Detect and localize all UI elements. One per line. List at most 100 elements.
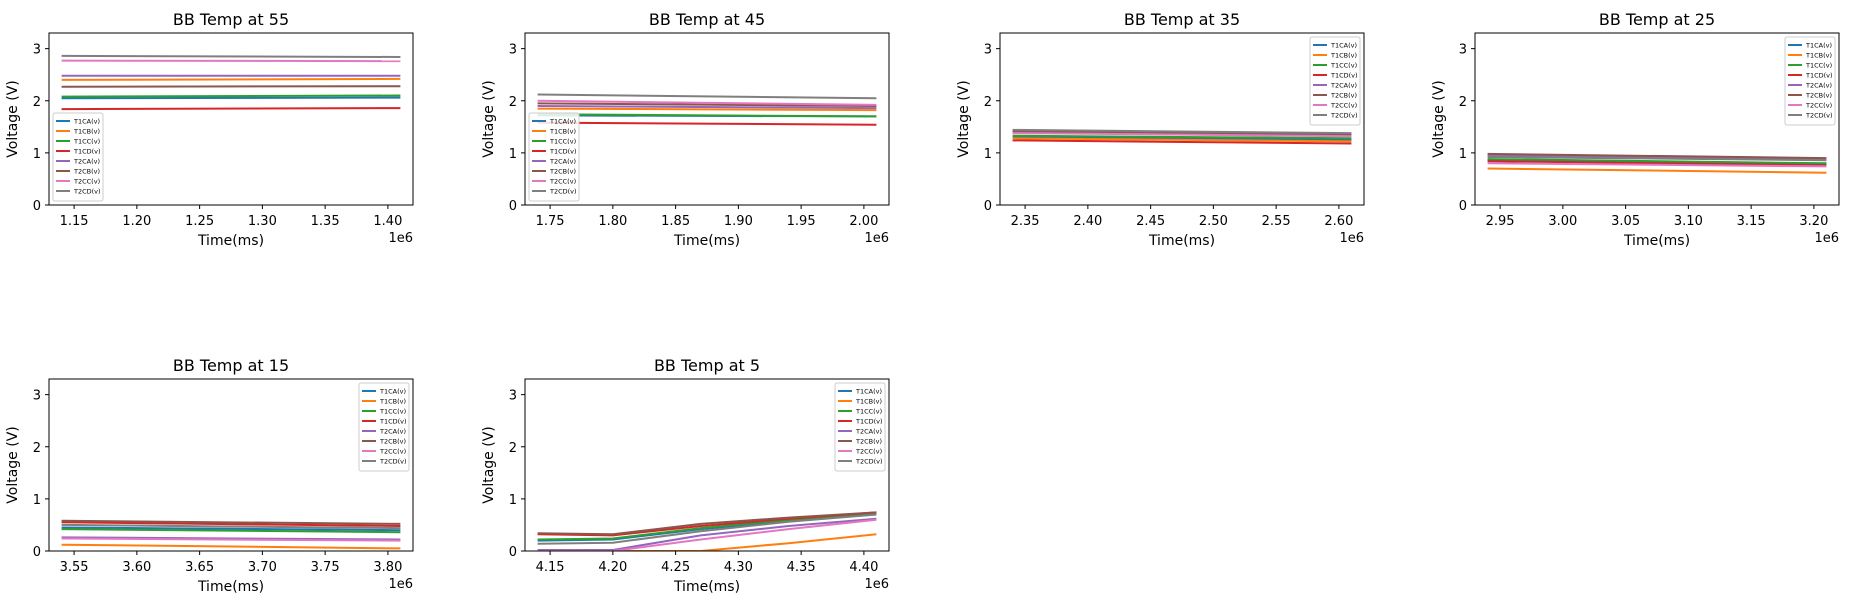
y-axis-label: Voltage (V) xyxy=(956,80,972,157)
legend-label: T2CC(v) xyxy=(73,178,100,186)
legend-label: T1CD(v) xyxy=(549,148,577,156)
legend-label: T1CC(v) xyxy=(1330,62,1357,70)
x-tick-label: 4.20 xyxy=(598,560,627,575)
plot-frame xyxy=(49,33,413,205)
legend-label: T1CB(v) xyxy=(73,128,100,136)
legend-label: T2CB(v) xyxy=(855,438,882,446)
legend-label: T2CB(v) xyxy=(549,168,576,176)
x-axis-label: Time(ms) xyxy=(1623,233,1690,249)
x-tick-label: 2.45 xyxy=(1136,214,1165,229)
legend-label: T2CD(v) xyxy=(549,188,577,196)
chart-title: BB Temp at 55 xyxy=(173,10,289,29)
legend-label: T1CC(v) xyxy=(549,138,576,146)
y-tick-label: 0 xyxy=(33,545,41,560)
x-tick-label: 2.00 xyxy=(849,214,878,229)
series-line-t2cdv xyxy=(538,95,877,99)
series-line-t2cdv xyxy=(62,56,401,57)
y-tick-label: 2 xyxy=(509,441,517,456)
series-line-t1cbv xyxy=(1488,169,1827,173)
y-tick-label: 3 xyxy=(509,389,517,404)
y-tick-label: 2 xyxy=(1459,95,1467,110)
y-tick-label: 1 xyxy=(509,493,517,508)
legend-label: T2CD(v) xyxy=(1330,112,1358,120)
x-axis-label: Time(ms) xyxy=(673,233,740,249)
x-tick-label: 3.10 xyxy=(1674,214,1703,229)
series-group xyxy=(1013,130,1352,144)
x-tick-label: 2.60 xyxy=(1324,214,1353,229)
x-tick-label: 4.35 xyxy=(787,560,816,575)
legend: T1CA(v) T1CB(v) T1CC(v) T1CD(v) T2CA(v) T2CB(… xyxy=(835,383,885,471)
x-tick-label: 1.95 xyxy=(787,214,816,229)
x-tick-label: 3.70 xyxy=(248,560,277,575)
x-tick-label: 3.00 xyxy=(1548,214,1577,229)
chart-panel-3: BB Temp at 35 0 1 2 3 2.35 2.40 2.45 2.50 2.55 2.6… xyxy=(956,10,1364,249)
x-tick-label: 4.25 xyxy=(661,560,690,575)
y-tick-label: 1 xyxy=(984,147,992,162)
legend-label: T1CB(v) xyxy=(549,128,576,136)
chart-panel-4: BB Temp at 2501232.95 3.00 3.05 3.10 3.15 3.2… xyxy=(1431,10,1839,249)
series-line-t1cdv xyxy=(538,123,877,125)
legend-label: T1CD(v) xyxy=(379,418,407,426)
y-tick-label: 0 xyxy=(984,199,992,214)
legend-label: T1CA(v) xyxy=(379,388,406,396)
x-offset-label: 1e6 xyxy=(388,577,413,592)
y-tick-label: 0 xyxy=(509,545,517,560)
x-tick-label: 1.40 xyxy=(373,214,402,229)
series-line-t1cav xyxy=(62,98,401,99)
x-tick-label: 3.65 xyxy=(185,560,214,575)
legend-label: T2CA(v) xyxy=(1805,82,1832,90)
legend-label: T1CB(v) xyxy=(379,398,406,406)
series-group xyxy=(1488,154,1827,173)
x-offset-label: 1e6 xyxy=(864,231,889,246)
plot-frame xyxy=(1475,33,1839,205)
legend-label: T1CD(v) xyxy=(1805,72,1833,80)
legend: T1CA(v) T1CB(v) T1CC(v) T1CD(v) T2CA(v) T2CB(… xyxy=(1785,37,1835,125)
x-tick-label: 1.30 xyxy=(248,214,277,229)
legend: T1CA(v) T1CB(v) T1CC(v) T1CD(v) T2CA(v) T2CB(… xyxy=(529,113,579,201)
chart-panel-1: BB Temp at 55 0 1 2 3 1.15 1.20 1.25 1.30 1.35 1.4… xyxy=(5,10,413,249)
legend-label: T2CC(v) xyxy=(855,448,882,456)
y-tick-label: 1 xyxy=(33,493,41,508)
x-tick-label: 1.25 xyxy=(185,214,214,229)
series-line-t2cbv xyxy=(62,86,401,87)
legend-label: T2CA(v) xyxy=(855,428,882,436)
legend-label: T2CC(v) xyxy=(549,178,576,186)
x-axis-label: Time(ms) xyxy=(197,233,264,249)
y-tick-label: 3 xyxy=(33,43,41,58)
legend-label: T1CC(v) xyxy=(855,408,882,416)
legend-label: T2CB(v) xyxy=(1805,92,1832,100)
x-tick-label: 3.05 xyxy=(1611,214,1640,229)
legend-label: T2CA(v) xyxy=(549,158,576,166)
legend-label: T2CD(v) xyxy=(73,188,101,196)
legend-label: T2CA(v) xyxy=(73,158,100,166)
y-axis-label: Voltage (V) xyxy=(5,80,21,157)
x-offset-label: 1e6 xyxy=(388,231,413,246)
y-tick-label: 3 xyxy=(984,43,992,58)
y-tick-label: 1 xyxy=(1459,147,1467,162)
x-tick-label: 1.35 xyxy=(311,214,340,229)
legend-label: T2CD(v) xyxy=(1805,112,1833,120)
x-tick-label: 1.80 xyxy=(598,214,627,229)
x-tick-label: 3.55 xyxy=(60,560,89,575)
series-line-t1ccv xyxy=(62,96,401,97)
legend-label: T2CD(v) xyxy=(855,458,883,466)
x-tick-label: 2.50 xyxy=(1199,214,1228,229)
y-axis-label: Voltage (V) xyxy=(5,426,21,503)
x-tick-label: 3.60 xyxy=(122,560,151,575)
x-tick-label: 1.75 xyxy=(536,214,565,229)
legend-label: T2CA(v) xyxy=(1330,82,1357,90)
chart-panel-6: BB Temp at 5 0 1 2 3 4.15 4.20 4.25 4.30 4.35 4.40… xyxy=(481,356,889,595)
x-tick-label: 2.95 xyxy=(1486,214,1515,229)
chart-panel-5: BB Temp at 15 0 1 2 3 3.55 3.60 3.65 3.70 3.75 3.8… xyxy=(5,356,413,595)
legend-label: T1CB(v) xyxy=(855,398,882,406)
legend-label: T1CA(v) xyxy=(855,388,882,396)
y-tick-label: 0 xyxy=(1459,199,1467,214)
y-tick-label: 3 xyxy=(33,389,41,404)
legend-label: T2CB(v) xyxy=(379,438,406,446)
legend-label: T2CC(v) xyxy=(1330,102,1357,110)
legend-label: T1CA(v) xyxy=(549,118,576,126)
y-tick-label: 1 xyxy=(509,147,517,162)
legend-label: T1CC(v) xyxy=(73,138,100,146)
legend-label: T1CB(v) xyxy=(1330,52,1357,60)
